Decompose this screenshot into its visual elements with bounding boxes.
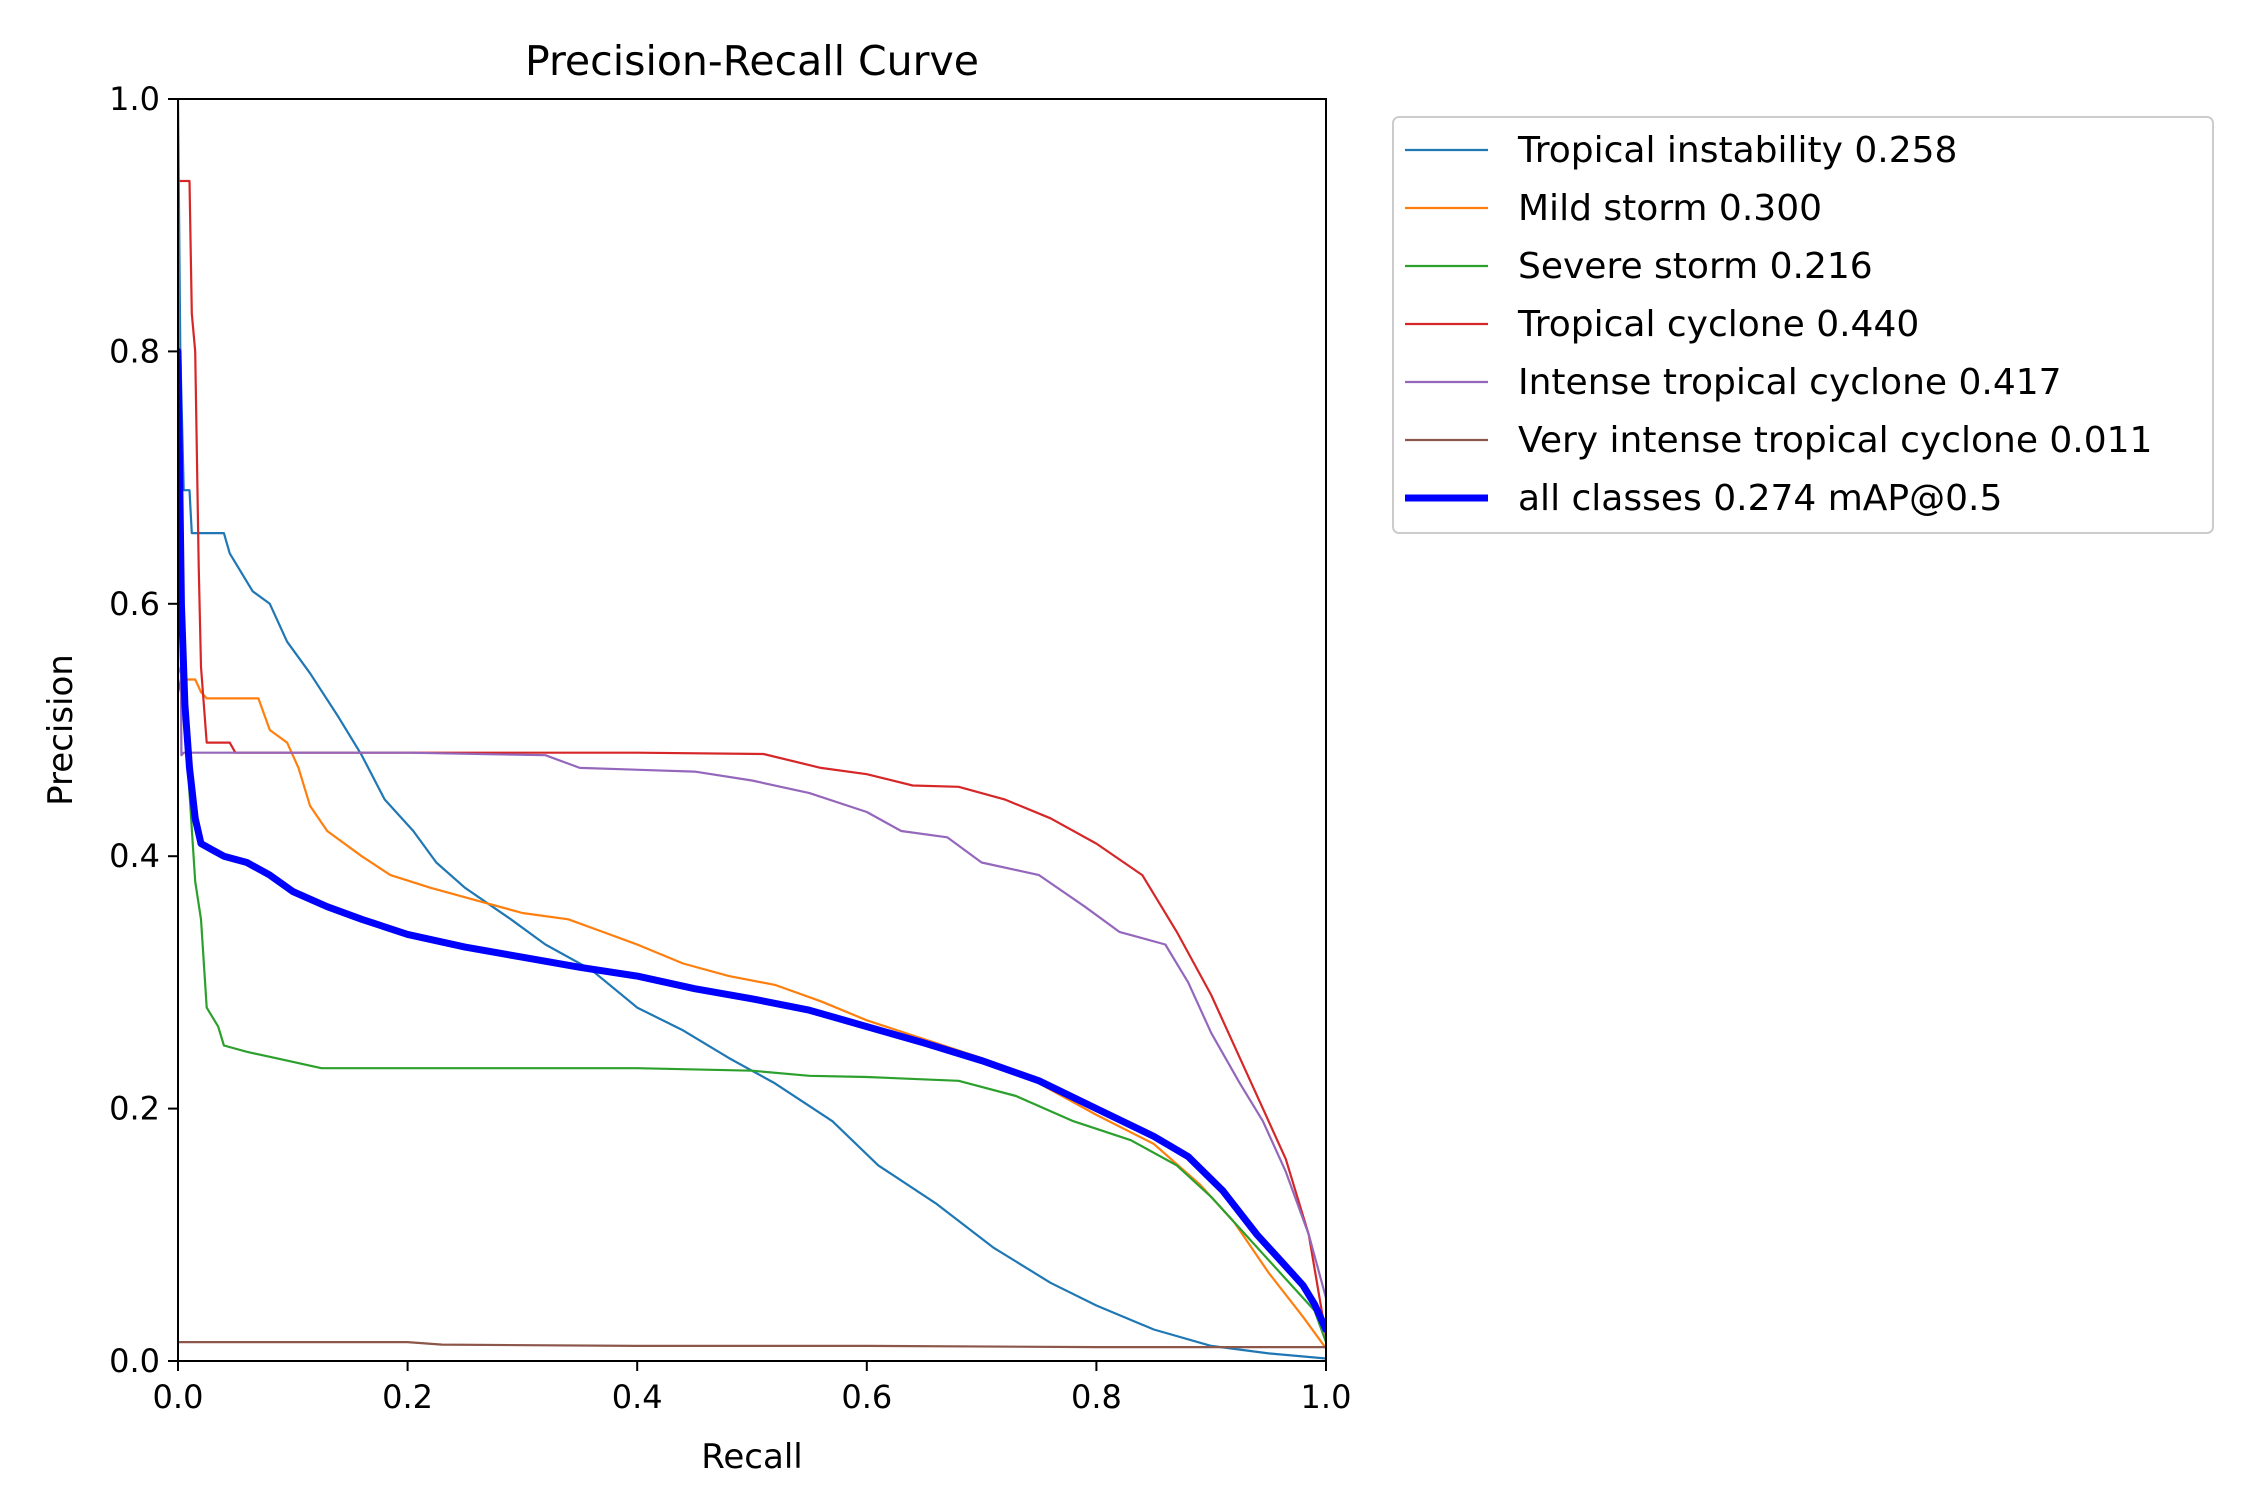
x-tick-label: 0.8	[1071, 1378, 1122, 1416]
legend-box	[1392, 116, 2214, 534]
plot-frame	[177, 98, 1327, 1362]
series-line-all-classes-0-274-map-0-5	[178, 347, 1326, 1333]
x-tick-label: 1.0	[1301, 1378, 1352, 1416]
legend-label: all classes 0.274 mAP@0.5	[1518, 478, 2002, 519]
series-line-tropical-cyclone-0-440	[178, 179, 1326, 1337]
legend-label: Tropical instability 0.258	[1517, 130, 1957, 171]
y-tick-label: 0.8	[109, 332, 160, 370]
x-axis-label: Recall	[701, 1437, 802, 1477]
series-line-mild-storm-0-300	[178, 665, 1326, 1350]
x-tick-label: 0.4	[612, 1378, 663, 1416]
series-line-very-intense-tropical-cyclone-0-011	[178, 1340, 1326, 1349]
legend-label: Tropical cyclone 0.440	[1517, 304, 1919, 345]
legend: Tropical instability 0.258 Mild storm 0.3…	[1392, 116, 2214, 534]
x-tick-label: 0.2	[382, 1378, 433, 1416]
x-tick-label: 0.6	[841, 1378, 892, 1416]
y-axis-ticks: 0.0 0.2 0.4 0.6 0.8 1.0	[109, 80, 178, 1380]
x-tick-label: 0.0	[153, 1378, 204, 1416]
series-layer	[178, 99, 1326, 1360]
y-tick-label: 0.6	[109, 585, 160, 623]
y-tick-label: 1.0	[109, 80, 160, 118]
chart-title: Precision-Recall Curve	[525, 37, 979, 85]
y-axis-label: Precision	[41, 654, 81, 806]
legend-label: Severe storm 0.216	[1518, 246, 1873, 287]
series-line-severe-storm-0-216	[178, 678, 1326, 1344]
legend-label: Mild storm 0.300	[1518, 188, 1822, 229]
legend-label: Very intense tropical cyclone 0.011	[1518, 420, 2152, 461]
y-tick-label: 0.2	[109, 1090, 160, 1128]
y-tick-label: 0.4	[109, 837, 160, 875]
series-line-intense-tropical-cyclone-0-417	[178, 173, 1326, 1300]
legend-label: Intense tropical cyclone 0.417	[1518, 362, 2062, 403]
series-line-tropical-instability-0-258	[178, 99, 1326, 1360]
y-tick-label: 0.0	[109, 1342, 160, 1380]
x-axis-ticks: 0.0 0.2 0.4 0.6 0.8 1.0	[153, 1361, 1352, 1416]
